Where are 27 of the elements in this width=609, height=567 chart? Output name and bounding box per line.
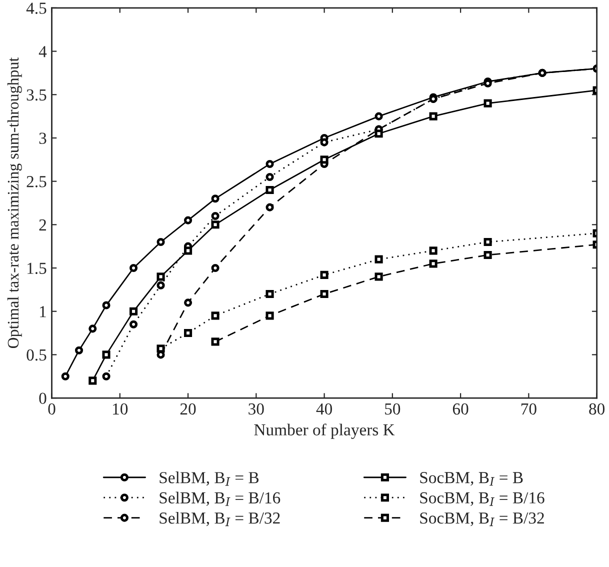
y-tick-label: 3 — [39, 132, 46, 144]
y-tick-label: 3.5 — [26, 89, 46, 101]
legend-label: SocBM, B$_{I}$ = B/16 — [420, 492, 544, 506]
x-axis-title: Number of players K — [254, 424, 395, 439]
x-tick-label: 40 — [316, 403, 332, 415]
x-tick-label: 20 — [180, 403, 196, 415]
y-tick-label: 1.5 — [28, 262, 46, 274]
x-tick-label: 80 — [589, 403, 605, 415]
x-tick-label: 50 — [385, 403, 400, 415]
y-axis-title: Optimal tax-rate maximizing sum-throughput — [7, 57, 22, 348]
y-tick-label: 1 — [40, 306, 46, 318]
legend-label: SelBM, B$_{I}$ = B/32 — [160, 512, 280, 526]
legend-label: SelBM, B$_{I}$ = B — [160, 472, 259, 486]
y-tick-label: 2 — [39, 219, 46, 230]
legend-label: SocBM, B$_{I}$ = B — [420, 472, 523, 486]
y-tick-label: 2.5 — [26, 176, 46, 188]
x-tick-label: 70 — [521, 403, 536, 415]
y-tick-label: 0.5 — [26, 349, 46, 361]
legend-label: SelBM, B$_{I}$ = B/16 — [160, 492, 280, 506]
y-tick-label: 0 — [39, 392, 46, 404]
y-tick-label: 4 — [38, 46, 47, 58]
y-tick-label: 4.5 — [26, 2, 46, 14]
legend-label: SocBM, B$_{I}$ = B/32 — [420, 512, 544, 526]
x-tick-label: 30 — [248, 403, 264, 415]
x-tick-label: 60 — [452, 403, 468, 415]
x-tick-label: 0 — [48, 403, 56, 415]
x-tick-label: 10 — [113, 403, 128, 415]
